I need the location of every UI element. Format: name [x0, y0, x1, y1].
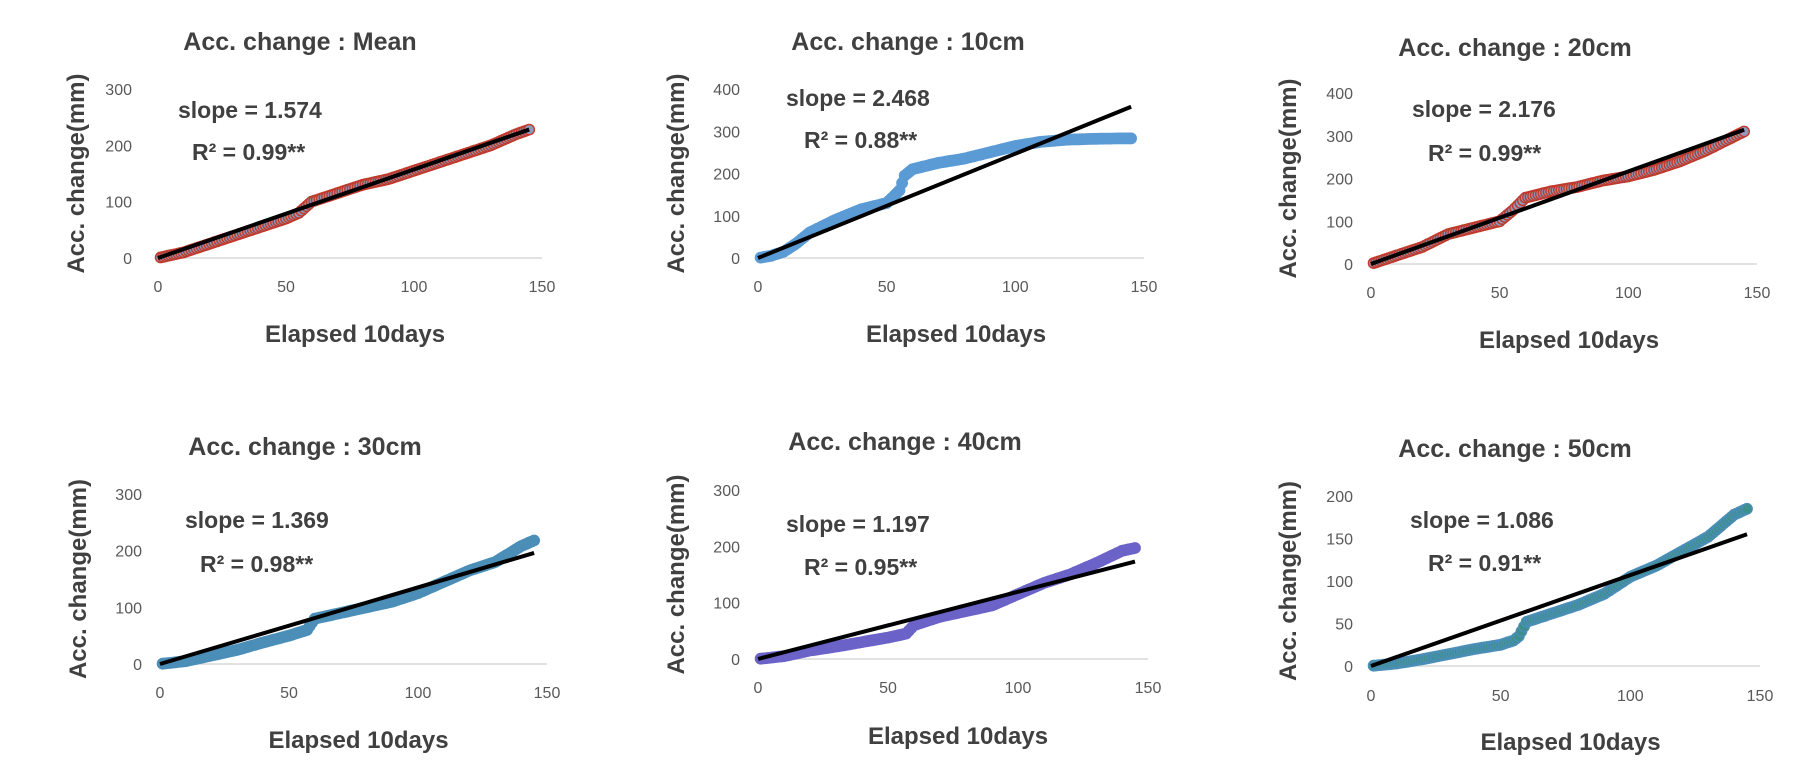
chart-title: Acc. change : 50cm [1398, 435, 1631, 463]
trend-line [1370, 532, 1748, 668]
y-tick-label: 200 [115, 544, 142, 561]
data-point [1129, 542, 1141, 554]
x-tick-label: 150 [534, 685, 561, 702]
y-tick-label: 0 [731, 251, 740, 268]
y-axis-label: Acc. change(mm) [1275, 481, 1302, 681]
y-tick-label: 150 [1326, 532, 1353, 549]
y-tick-label: 0 [133, 657, 142, 674]
y-tick-label: 200 [713, 539, 740, 556]
x-tick-label: 150 [529, 279, 556, 296]
y-tick-label: 300 [713, 124, 740, 141]
y-tick-label: 300 [105, 82, 132, 99]
chart-title: Acc. change : 40cm [788, 428, 1021, 456]
chart-panel-3: Acc. change : 20cm 0 50 100 150 0 100 200 300 400… [1275, 34, 1770, 354]
y-tick-label: 400 [1326, 86, 1353, 103]
r2-annotation: R² = 0.99** [1428, 140, 1541, 166]
y-tick-label: 200 [1326, 172, 1353, 189]
y-tick-label: 200 [1326, 489, 1353, 506]
y-tick-label: 0 [731, 652, 740, 669]
trend-line [757, 559, 1136, 661]
x-tick-label: 150 [1135, 680, 1162, 697]
chart-title: Acc. change : Mean [183, 28, 416, 56]
data-point [528, 534, 540, 547]
trend-line [757, 104, 1132, 260]
r2-annotation: R² = 0.95** [804, 554, 917, 580]
x-tick-label: 50 [280, 685, 298, 702]
x-tick-label: 100 [401, 279, 428, 296]
slope-annotation: slope = 2.468 [786, 85, 930, 111]
x-axis-label: Elapsed 10days [1479, 327, 1659, 354]
x-tick-label: 0 [156, 685, 165, 702]
trend-line [1370, 127, 1745, 266]
chart-panel-6: Acc. change : 50cm 0 50 100 150 0 50 100 150 200 E… [1275, 435, 1773, 756]
x-tick-label: 150 [1747, 688, 1774, 705]
y-tick-label: 400 [713, 82, 740, 99]
trend-line [159, 551, 535, 666]
r2-annotation: R² = 0.99** [192, 139, 305, 165]
chart-title: Acc. change : 30cm [188, 433, 421, 461]
slope-annotation: slope = 2.176 [1412, 96, 1556, 122]
y-axis-label: Acc. change(mm) [1275, 78, 1302, 278]
y-tick-label: 100 [713, 209, 740, 226]
y-tick-label: 50 [1335, 617, 1353, 634]
x-tick-label: 50 [1491, 285, 1509, 302]
chart-title: Acc. change : 10cm [791, 28, 1024, 56]
y-tick-label: 100 [115, 600, 142, 617]
x-tick-label: 100 [1615, 285, 1642, 302]
x-tick-label: 50 [1492, 688, 1510, 705]
r2-annotation: R² = 0.98** [200, 551, 313, 577]
y-tick-label: 100 [1326, 214, 1353, 231]
y-tick-label: 0 [123, 251, 132, 268]
x-tick-label: 100 [1005, 680, 1032, 697]
y-axis-label: Acc. change(mm) [663, 474, 690, 674]
x-tick-label: 150 [1744, 285, 1771, 302]
chart-panel-2: Acc. change : 10cm 0 50 100 150 0 100 200 300 400… [663, 28, 1157, 348]
chart-panel-1: Acc. change : Mean 0 50 100 150 0 100 200 300 Ela… [63, 28, 555, 348]
x-tick-label: 50 [879, 680, 897, 697]
x-tick-label: 0 [1367, 285, 1376, 302]
x-tick-label: 100 [405, 685, 432, 702]
y-axis-label: Acc. change(mm) [65, 479, 92, 679]
chart-panel-4: Acc. change : 30cm 0 50 100 150 0 100 200 300 Ela… [65, 433, 560, 754]
x-tick-label: 100 [1617, 688, 1644, 705]
slope-annotation: slope = 1.574 [178, 97, 322, 123]
y-tick-label: 0 [1344, 659, 1353, 676]
x-tick-label: 50 [277, 279, 295, 296]
chart-panel-5: Acc. change : 40cm 0 50 100 150 0 100 200 300 Ela… [663, 428, 1161, 750]
x-tick-label: 0 [754, 279, 763, 296]
r2-annotation: R² = 0.88** [804, 127, 917, 153]
slope-annotation: slope = 1.197 [786, 511, 930, 537]
y-tick-label: 300 [115, 487, 142, 504]
x-tick-label: 150 [1131, 279, 1158, 296]
x-tick-label: 0 [1367, 688, 1376, 705]
x-axis-label: Elapsed 10days [866, 321, 1046, 348]
x-axis-label: Elapsed 10days [868, 723, 1048, 750]
x-axis-label: Elapsed 10days [265, 321, 445, 348]
data-point [1741, 502, 1753, 515]
y-tick-label: 300 [1326, 129, 1353, 146]
y-tick-label: 100 [1326, 574, 1353, 591]
y-tick-label: 100 [713, 596, 740, 613]
x-tick-label: 50 [878, 279, 896, 296]
slope-annotation: slope = 1.086 [1410, 507, 1554, 533]
x-tick-label: 0 [154, 279, 163, 296]
chart-title: Acc. change : 20cm [1398, 34, 1631, 62]
y-tick-label: 300 [713, 483, 740, 500]
y-tick-label: 200 [713, 167, 740, 184]
data-point [1125, 132, 1138, 145]
y-axis-label: Acc. change(mm) [63, 73, 90, 273]
r2-annotation: R² = 0.91** [1428, 550, 1541, 576]
y-axis-label: Acc. change(mm) [663, 73, 690, 273]
y-tick-label: 0 [1344, 257, 1353, 274]
x-axis-label: Elapsed 10days [268, 727, 448, 754]
x-tick-label: 100 [1002, 279, 1029, 296]
y-tick-label: 200 [105, 138, 132, 155]
x-axis-label: Elapsed 10days [1480, 729, 1660, 756]
slope-annotation: slope = 1.369 [185, 507, 329, 533]
y-tick-label: 100 [105, 195, 132, 212]
trend-line [157, 127, 530, 260]
x-tick-label: 0 [754, 680, 763, 697]
